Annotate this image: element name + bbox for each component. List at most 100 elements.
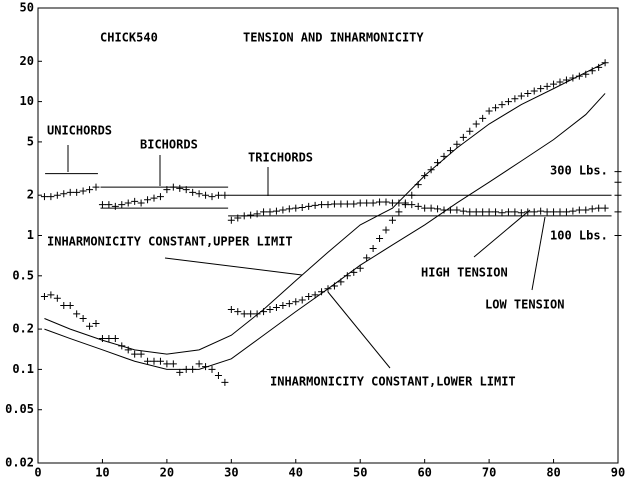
- plus-marker: [408, 201, 416, 209]
- plus-marker: [498, 101, 506, 109]
- plus-marker: [240, 212, 248, 220]
- plus-marker: [176, 368, 184, 376]
- plus-marker: [614, 168, 622, 176]
- plus-marker: [298, 296, 306, 304]
- plus-marker: [40, 193, 48, 201]
- y-tick-label: 1: [27, 228, 34, 242]
- plus-marker: [86, 322, 94, 330]
- plus-marker: [298, 203, 306, 211]
- plus-marker: [492, 104, 500, 112]
- y-tick-label: 0.02: [5, 456, 34, 470]
- plus-marker: [524, 208, 532, 216]
- annotation: 300 Lbs.: [550, 164, 608, 178]
- plus-marker: [266, 306, 274, 314]
- plus-marker: [556, 78, 564, 86]
- plus-marker: [363, 199, 371, 207]
- plus-marker: [169, 183, 177, 191]
- plus-marker: [530, 87, 538, 95]
- plus-marker: [292, 298, 300, 306]
- plus-marker: [517, 209, 525, 217]
- plus-marker: [234, 308, 242, 316]
- annotation: INHARMONICITY CONSTANT,LOWER LIMIT: [270, 375, 516, 389]
- plus-marker: [537, 207, 545, 215]
- plus-marker: [144, 357, 152, 365]
- plus-marker: [111, 335, 119, 343]
- plus-marker: [466, 208, 474, 216]
- plus-marker: [530, 208, 538, 216]
- x-tick-label: 10: [95, 466, 109, 480]
- plus-marker: [356, 199, 364, 207]
- plus-marker: [247, 211, 255, 219]
- plus-marker: [73, 188, 81, 196]
- plus-marker: [517, 92, 525, 100]
- plus-marker: [272, 303, 280, 311]
- plus-marker: [176, 184, 184, 192]
- plus-marker: [253, 310, 261, 318]
- plus-marker: [305, 202, 313, 210]
- plus-marker: [285, 205, 293, 213]
- x-tick-label: 30: [224, 466, 238, 480]
- annotation: HIGH TENSION: [421, 266, 508, 280]
- plus-marker: [98, 335, 106, 343]
- leader-line: [531, 216, 546, 291]
- plus-marker: [543, 208, 551, 216]
- y-tick-label: 0.05: [5, 402, 34, 416]
- plus-marker: [214, 372, 222, 380]
- plus-marker: [73, 310, 81, 318]
- plus-marker: [60, 190, 68, 198]
- chart-subtitle: CHICK540: [100, 31, 158, 45]
- x-tick-label: 0: [34, 466, 41, 480]
- y-tick-label: 10: [20, 94, 34, 108]
- plus-marker: [504, 208, 512, 216]
- leader-line: [473, 209, 531, 258]
- plus-marker: [150, 194, 158, 202]
- plus-marker: [66, 302, 74, 310]
- plus-marker: [582, 70, 590, 78]
- plus-marker: [202, 191, 210, 199]
- plus-marker: [227, 306, 235, 314]
- plus-marker: [253, 210, 261, 218]
- plus-marker: [156, 193, 164, 201]
- plus-marker: [459, 207, 467, 215]
- plus-marker: [98, 201, 106, 209]
- annotation: 100 Lbs.: [550, 229, 608, 243]
- plus-marker: [376, 234, 384, 242]
- plus-marker: [350, 200, 358, 208]
- x-tick-label: 90: [611, 466, 625, 480]
- x-tick-label: 60: [417, 466, 431, 480]
- plus-marker: [601, 204, 609, 212]
- plus-marker: [395, 199, 403, 207]
- y-tick-label: 50: [20, 1, 34, 15]
- y-tick-label: 20: [20, 54, 34, 68]
- plus-marker: [92, 183, 100, 191]
- x-tick-label: 20: [160, 466, 174, 480]
- plus-marker: [163, 186, 171, 194]
- plus-marker: [214, 191, 222, 199]
- plus-marker: [279, 302, 287, 310]
- chart-title: TENSION AND INHARMONICITY: [243, 31, 424, 45]
- plus-marker: [79, 314, 87, 322]
- plus-marker: [305, 293, 313, 301]
- plus-marker: [131, 350, 139, 358]
- y-tick-label: 5: [27, 134, 34, 148]
- annotation: BICHORDS: [140, 138, 198, 152]
- plus-marker: [582, 206, 590, 214]
- plus-marker: [60, 302, 68, 310]
- plus-marker: [369, 244, 377, 252]
- plus-marker: [195, 190, 203, 198]
- plus-marker: [150, 357, 158, 365]
- plus-marker: [163, 360, 171, 368]
- plus-marker: [105, 335, 113, 343]
- plus-marker: [388, 199, 396, 207]
- plus-marker: [47, 291, 55, 299]
- plus-marker: [595, 204, 603, 212]
- plus-marker: [614, 178, 622, 186]
- plus-marker: [459, 133, 467, 141]
- plus-marker: [421, 204, 429, 212]
- plus-marker: [292, 204, 300, 212]
- plus-marker: [137, 350, 145, 358]
- plus-marker: [156, 357, 164, 365]
- plus-marker: [363, 254, 371, 262]
